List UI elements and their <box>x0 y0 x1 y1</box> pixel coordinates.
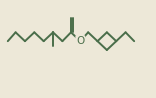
Text: O: O <box>76 36 84 46</box>
